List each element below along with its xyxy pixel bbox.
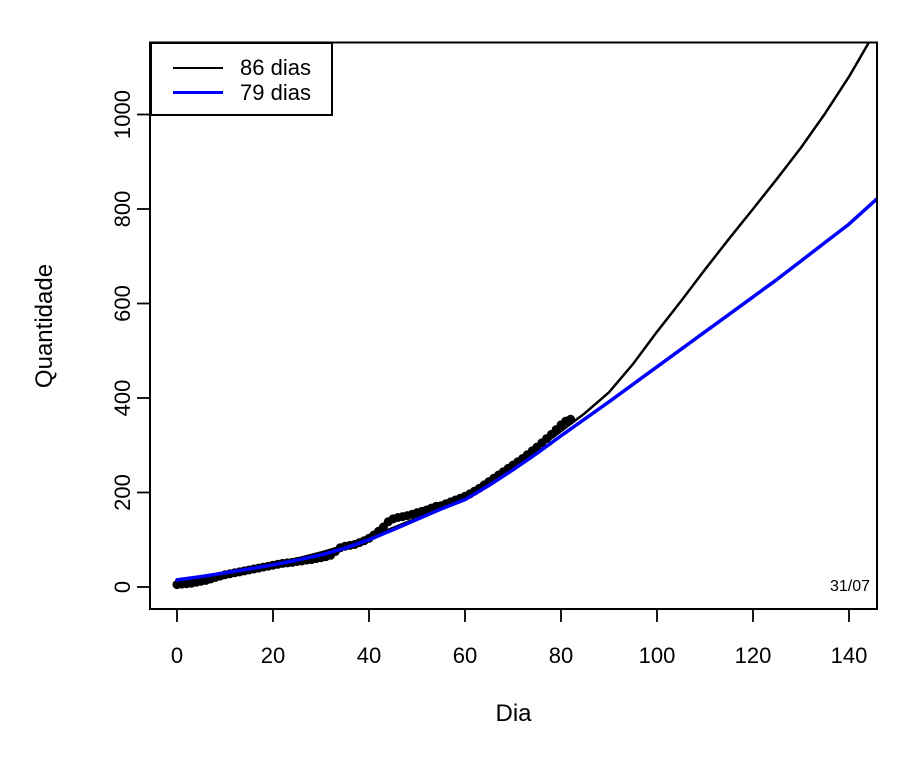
legend-box: 86 dias 79 dias xyxy=(150,42,333,116)
y-tick-label: 1000 xyxy=(110,90,135,139)
date-annotation: 31/07 xyxy=(829,578,870,595)
y-tick-label: 800 xyxy=(110,191,135,228)
x-tick-label: 20 xyxy=(261,643,285,668)
legend-label-86-dias: 86 dias xyxy=(240,54,311,80)
x-tick-label: 100 xyxy=(639,643,676,668)
x-tick-label: 80 xyxy=(549,643,573,668)
y-tick-label: 600 xyxy=(110,285,135,322)
x-tick-label: 120 xyxy=(735,643,772,668)
x-tick-label: 0 xyxy=(171,643,183,668)
x-axis-label: Dia xyxy=(495,700,532,727)
legend-item-86-dias: 86 dias xyxy=(173,55,331,80)
x-tick-label: 60 xyxy=(453,643,477,668)
y-axis-label: Quantidade xyxy=(31,263,58,389)
x-tick-label: 140 xyxy=(831,643,868,668)
y-axis: 0 200 400 600 800 1000 xyxy=(110,90,150,593)
scatter-series-observed xyxy=(172,414,576,590)
fit-curve-79-dias xyxy=(175,196,877,582)
legend-label-79-dias: 79 dias xyxy=(240,79,311,105)
legend-item-79-dias: 79 dias xyxy=(173,80,331,105)
x-tick-label: 40 xyxy=(357,643,381,668)
plot-border xyxy=(149,41,878,610)
y-tick-label: 400 xyxy=(110,380,135,417)
legend-line-swatch-blue xyxy=(173,91,223,94)
legend-line-swatch-black xyxy=(173,66,223,69)
y-tick-label: 200 xyxy=(110,474,135,511)
data-point xyxy=(566,414,576,424)
y-tick-label: 0 xyxy=(110,581,135,593)
x-axis: 0 20 40 60 80 100 120 140 xyxy=(171,609,867,668)
